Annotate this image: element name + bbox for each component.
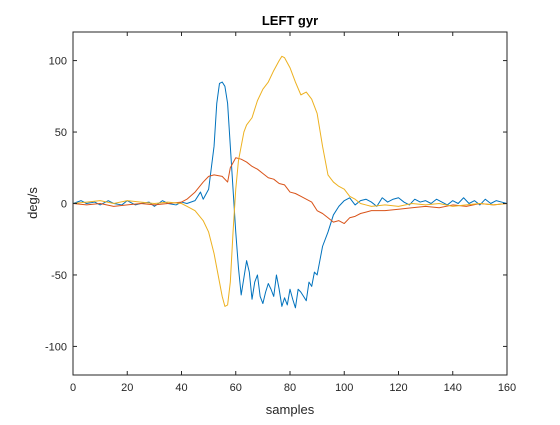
x-tick-label: 40 (175, 382, 187, 394)
y-tick-label: 0 (61, 199, 67, 211)
y-tick-label: 100 (49, 56, 67, 68)
x-axis-label: samples (266, 402, 315, 417)
x-tick-label: 20 (121, 382, 133, 394)
x-tick-label: 80 (284, 382, 296, 394)
chart-title: LEFT gyr (262, 13, 318, 28)
y-tick-label: -50 (51, 270, 67, 282)
x-tick-label: 160 (498, 382, 516, 394)
series-line-2 (73, 157, 507, 225)
plot-area: 0 20 40 60 80 100 120 140 160 -100 -50 0 50 100 (45, 31, 516, 394)
x-tick-label: 100 (335, 382, 353, 394)
x-tick-label: 120 (389, 382, 407, 394)
series-line-3 (73, 55, 507, 307)
x-tick-label: 60 (230, 382, 242, 394)
x-tick-label: 0 (70, 382, 76, 394)
x-tick-label: 140 (444, 382, 462, 394)
y-axis-label: deg/s (25, 187, 40, 219)
y-tick-label: -100 (45, 341, 67, 353)
y-tick-label: 50 (55, 127, 67, 139)
